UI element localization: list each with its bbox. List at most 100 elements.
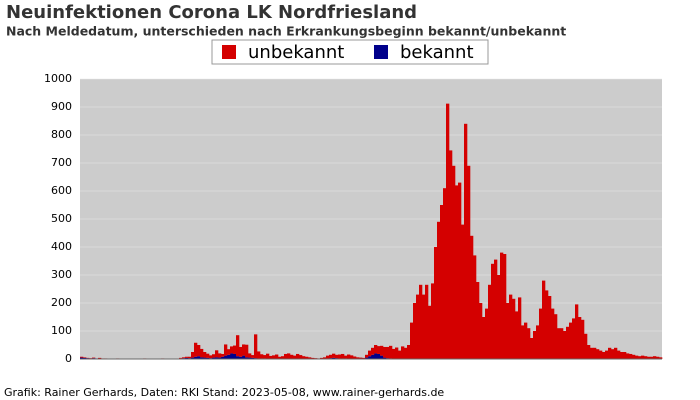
bar — [449, 150, 453, 359]
bar — [182, 357, 186, 359]
bar — [500, 252, 504, 359]
chart-title: Neuinfektionen Corona LK Nordfriesland — [6, 2, 417, 23]
bar — [227, 349, 231, 355]
bar — [419, 284, 423, 359]
bar — [428, 305, 432, 359]
chart-subtitle: Nach Meldedatum, unterschieden nach Erkr… — [6, 24, 566, 39]
legend-swatch — [374, 45, 388, 59]
bar — [425, 284, 429, 359]
bar — [347, 354, 351, 359]
bar — [215, 350, 219, 358]
bar — [263, 355, 267, 359]
bar — [509, 294, 513, 359]
bar — [491, 263, 495, 359]
bar — [572, 318, 576, 359]
bar — [197, 345, 201, 357]
y-tick-label: 1000 — [44, 72, 72, 85]
bar — [380, 345, 384, 356]
bar — [221, 353, 225, 357]
bar — [551, 308, 555, 359]
bar — [227, 354, 231, 359]
bar — [389, 345, 393, 359]
bar — [359, 357, 363, 359]
bar — [203, 357, 207, 359]
bar — [641, 355, 645, 359]
bar — [404, 347, 408, 359]
bar — [233, 345, 237, 354]
bar — [476, 282, 480, 359]
bar — [374, 353, 378, 359]
bar — [371, 354, 375, 359]
bar — [239, 356, 243, 359]
bar — [479, 303, 483, 359]
bar — [443, 188, 447, 359]
bar — [659, 357, 663, 359]
bar — [326, 355, 330, 359]
bar — [542, 280, 546, 359]
bar — [242, 344, 246, 356]
bar — [596, 349, 600, 359]
y-tick-label: 600 — [51, 184, 72, 197]
bar — [617, 350, 621, 359]
bar — [446, 103, 450, 359]
bar — [275, 354, 279, 359]
bar — [431, 283, 435, 359]
bar — [599, 350, 603, 359]
bar — [518, 297, 522, 359]
bar — [200, 348, 204, 358]
bar — [230, 353, 234, 359]
bar — [203, 352, 207, 358]
bar — [341, 353, 345, 359]
bar — [206, 357, 210, 359]
bar — [647, 356, 651, 359]
bar — [269, 355, 273, 359]
bar — [368, 356, 372, 359]
bar — [338, 354, 342, 359]
bar — [239, 346, 243, 357]
bar — [458, 182, 462, 359]
bar — [560, 328, 564, 359]
bar — [212, 354, 216, 358]
bar — [656, 356, 660, 359]
bar — [80, 357, 84, 359]
bar — [254, 334, 258, 359]
bar — [305, 356, 309, 359]
bar — [311, 357, 315, 359]
footer: Grafik: Rainer Gerhards, Daten: RKI Stan… — [4, 386, 444, 399]
bar — [413, 303, 417, 359]
legend-swatch — [222, 45, 236, 59]
bar — [191, 352, 195, 358]
bar — [281, 356, 285, 359]
bar — [614, 347, 618, 359]
bar — [416, 294, 420, 359]
bar — [92, 357, 96, 359]
y-tick-label: 100 — [51, 324, 72, 337]
bar — [410, 322, 414, 359]
bar — [464, 123, 468, 359]
bar — [377, 346, 381, 354]
bar — [245, 344, 249, 358]
bar — [200, 357, 204, 359]
bar — [383, 357, 387, 359]
bar — [467, 165, 471, 359]
bar — [386, 346, 390, 359]
bar — [566, 326, 570, 359]
bar — [365, 354, 369, 358]
bar — [287, 353, 291, 359]
bar — [593, 347, 597, 359]
bar — [224, 355, 228, 359]
bar — [308, 357, 312, 359]
bar — [590, 347, 594, 359]
bar — [392, 348, 396, 359]
y-tick-label: 200 — [51, 296, 72, 309]
bar — [209, 355, 213, 359]
bar — [350, 355, 354, 359]
bar — [272, 355, 276, 359]
bar — [248, 357, 252, 359]
bar — [323, 357, 327, 359]
bar — [302, 356, 306, 359]
y-tick-label: 300 — [51, 268, 72, 281]
bar — [488, 284, 492, 359]
bar — [185, 356, 189, 358]
